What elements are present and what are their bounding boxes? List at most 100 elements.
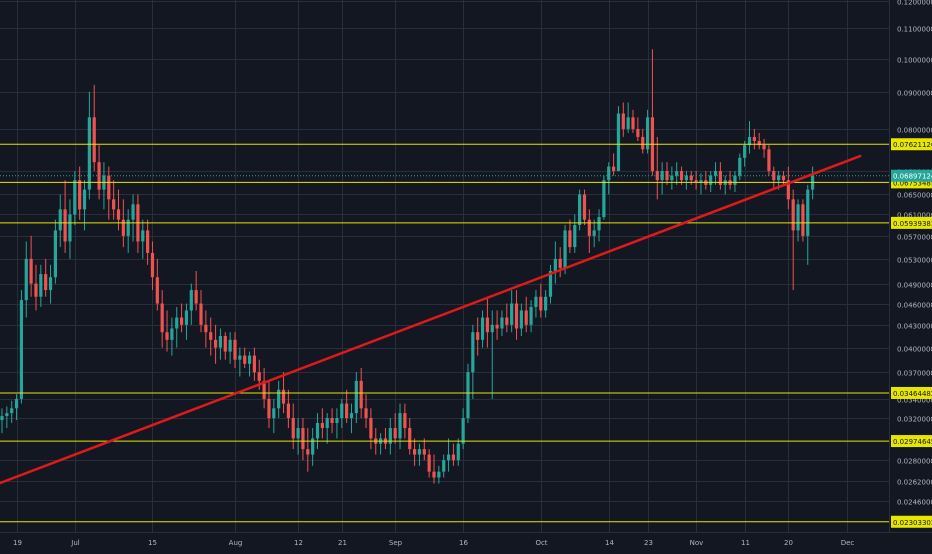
y-tick-label: 0.05700000 [897, 234, 932, 242]
candle-body [466, 372, 470, 419]
candle-body [641, 136, 645, 150]
candle-body [539, 296, 543, 311]
candle-body [597, 217, 601, 231]
x-tick-label: Oct [535, 539, 547, 547]
candle-body [359, 380, 363, 409]
candle-body [660, 171, 664, 181]
level-price-tag [891, 435, 932, 448]
candle-body [19, 300, 24, 399]
candle-body [189, 290, 193, 311]
candle-body [767, 149, 771, 172]
candle-body [505, 317, 509, 325]
candle-body [228, 339, 232, 352]
candle-body [78, 180, 82, 210]
candle-body [0, 416, 4, 421]
y-tick-label: 0.09000000 [897, 90, 932, 98]
y-tick-label: 0.03400000 [897, 397, 932, 405]
candle-body [709, 175, 713, 185]
candle-body [500, 317, 504, 329]
candle-body [791, 199, 795, 231]
candle-body [772, 171, 776, 181]
y-tick-label: 0.04600000 [897, 302, 932, 310]
candle-body [694, 180, 698, 183]
y-tick-label: 0.02620000 [897, 479, 932, 487]
candle-body [519, 310, 523, 329]
x-tick-label: 11 [741, 539, 750, 547]
level-price-label: 0.02303302 [893, 519, 932, 527]
level-price-label: 0.02974645 [893, 438, 932, 446]
candle-body [752, 136, 756, 141]
candle-body [573, 224, 577, 248]
candle-body [5, 413, 9, 417]
candle-body [578, 194, 582, 225]
candle-body [582, 194, 587, 220]
candle-body [446, 454, 451, 461]
candle-body [422, 449, 426, 455]
y-tick-label: 0.02460000 [897, 499, 932, 507]
candle-body [252, 355, 257, 373]
horizontal-levels [0, 143, 889, 523]
candle-body [14, 398, 19, 409]
candle-body [398, 413, 402, 439]
y-tick-label: 0.04900000 [897, 282, 932, 290]
candle-body [141, 230, 145, 242]
candle-body [563, 230, 567, 268]
candle-body [107, 175, 111, 200]
level-price-label: 0.03464482 [893, 390, 932, 398]
candle-body [82, 189, 87, 210]
candle-body [553, 258, 557, 271]
y-tick-label: 0.03700000 [897, 370, 932, 378]
candle-body [738, 157, 742, 176]
candle-body [364, 408, 368, 419]
candle-body [155, 277, 159, 304]
candle-body [611, 166, 616, 172]
candle-body [408, 428, 412, 450]
candle-body [806, 189, 810, 236]
candle-body [175, 317, 179, 329]
candle-body [544, 296, 548, 311]
x-tick-label: 15 [148, 539, 157, 547]
candle-body [121, 219, 125, 236]
candle-body [150, 252, 155, 278]
candle-body [277, 389, 281, 409]
candle-body [417, 449, 422, 455]
candle-body [301, 428, 305, 450]
candle-body [247, 355, 252, 364]
candle-body [393, 428, 397, 439]
x-tick-label: 23 [644, 539, 653, 547]
x-tick-label: Dec [841, 539, 855, 547]
candle-body [296, 428, 300, 439]
x-tick-label: 19 [13, 539, 22, 547]
time-axis[interactable]: 19 Jul 15 Aug 12 21 Sep 16 Oct 14 23 Nov 11 20 Dec [13, 539, 854, 547]
candle-body [587, 219, 591, 236]
candle-body [63, 209, 67, 242]
candle-body [325, 418, 329, 429]
candle-body [607, 166, 611, 181]
candle-body [631, 117, 635, 129]
x-tick-label: Nov [690, 539, 704, 547]
candle-body [87, 117, 91, 190]
level-price-tag [891, 138, 932, 151]
y-tick-label: 0.06100000 [897, 212, 932, 220]
candle-body [675, 171, 679, 176]
level-price-label: 0.07621126 [893, 141, 932, 149]
candle-body [733, 175, 737, 185]
candle-body [267, 398, 271, 419]
candle-body [471, 332, 475, 373]
candle-body [233, 339, 237, 360]
level-price-tag [891, 216, 932, 229]
candle-body [786, 180, 790, 200]
candle-body [442, 460, 446, 472]
x-tick-label: Jul [70, 539, 80, 547]
candle-body [340, 403, 344, 419]
y-tick-label: 0.03200000 [897, 416, 932, 424]
candle-body [44, 274, 48, 291]
candle-body [747, 136, 752, 146]
y-tick-label: 0.05300000 [897, 257, 932, 265]
candle-body [223, 336, 227, 352]
candle-body [92, 117, 96, 163]
candle-body [713, 171, 718, 176]
candle-body [160, 303, 164, 333]
